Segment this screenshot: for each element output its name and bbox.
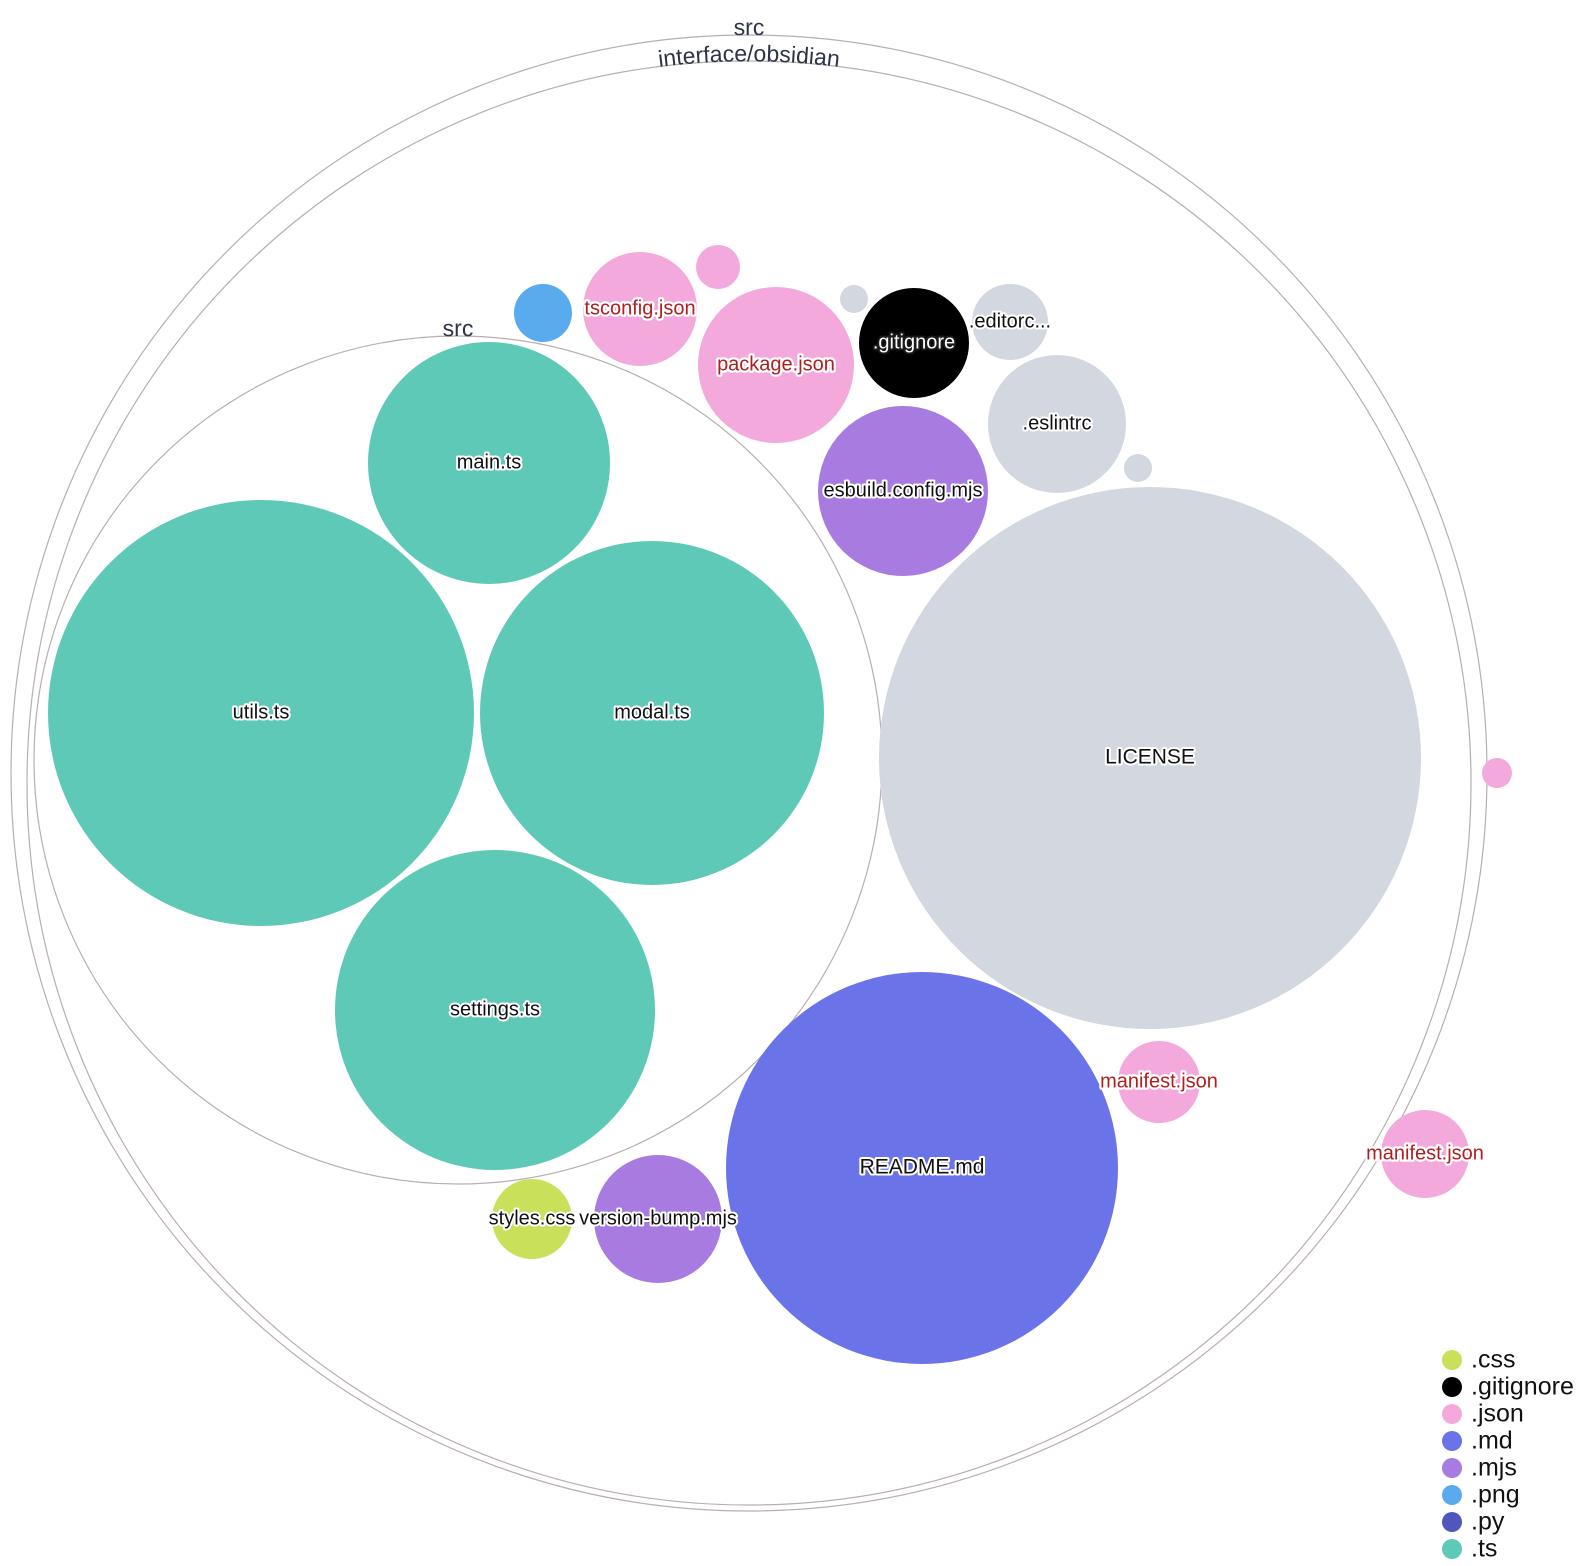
legend-swatch-mjs[interactable] (1442, 1458, 1462, 1478)
file-circle-modal-ts[interactable] (480, 541, 824, 885)
legend: .css.gitignore.json.md.mjs.png.py.ts (1442, 1346, 1574, 1563)
legend-label-png: .png (1471, 1481, 1520, 1509)
file-circle-esbuild-config-mjs[interactable] (818, 406, 988, 576)
group-circle-interface-obsidian (26, 60, 1472, 1506)
legend-label-py: .py (1471, 1508, 1505, 1536)
legend-swatch-png[interactable] (1442, 1485, 1462, 1505)
file-circle-LICENSE[interactable] (879, 487, 1421, 1029)
file-circle-small-other-right[interactable] (1124, 454, 1152, 482)
group-label-src: src (733, 14, 764, 40)
legend-label-ts: .ts (1471, 1535, 1497, 1563)
file-circles (48, 245, 1512, 1364)
file-circle-manifest-json-inner[interactable] (1118, 1041, 1200, 1123)
file-circle-small-other-left[interactable] (840, 285, 868, 313)
legend-label-gitignore: .gitignore (1471, 1373, 1574, 1401)
legend-label-mjs: .mjs (1471, 1454, 1517, 1482)
file-circle-main-ts[interactable] (368, 342, 610, 584)
legend-label-json: .json (1471, 1400, 1524, 1428)
group-label-src-inner: src (442, 315, 473, 341)
file-circle-README-md[interactable] (726, 972, 1118, 1364)
file-circle-styles-css[interactable] (492, 1179, 572, 1259)
legend-swatch-py[interactable] (1442, 1512, 1462, 1532)
group-label-interface-obsidian: interface/obsidian (657, 40, 842, 72)
file-circle--eslintrc[interactable] (988, 355, 1126, 493)
file-circle--editorconfig[interactable] (972, 284, 1048, 360)
file-circle-package-json[interactable] (698, 287, 854, 443)
legend-swatch-css[interactable] (1442, 1350, 1462, 1370)
legend-label-css: .css (1471, 1346, 1515, 1374)
legend-swatch-json[interactable] (1442, 1404, 1462, 1424)
legend-swatch-gitignore[interactable] (1442, 1377, 1462, 1397)
file-circle-manifest-json-outer[interactable] (1381, 1110, 1469, 1198)
file-circle-utils-ts[interactable] (48, 500, 474, 926)
legend-swatch-md[interactable] (1442, 1431, 1462, 1451)
file-circle-small-json-far-right[interactable] (1482, 758, 1512, 788)
file-circle-tsconfig-json[interactable] (583, 252, 697, 366)
file-circle-settings-ts[interactable] (335, 850, 655, 1170)
legend-swatch-ts[interactable] (1442, 1539, 1462, 1559)
file-circle-small-json-top[interactable] (696, 245, 740, 289)
legend-label-md: .md (1471, 1427, 1513, 1455)
file-circle--gitignore[interactable] (859, 288, 969, 398)
file-circle-screenshot-png[interactable] (514, 284, 572, 342)
file-circle-version-bump-mjs[interactable] (594, 1155, 722, 1283)
